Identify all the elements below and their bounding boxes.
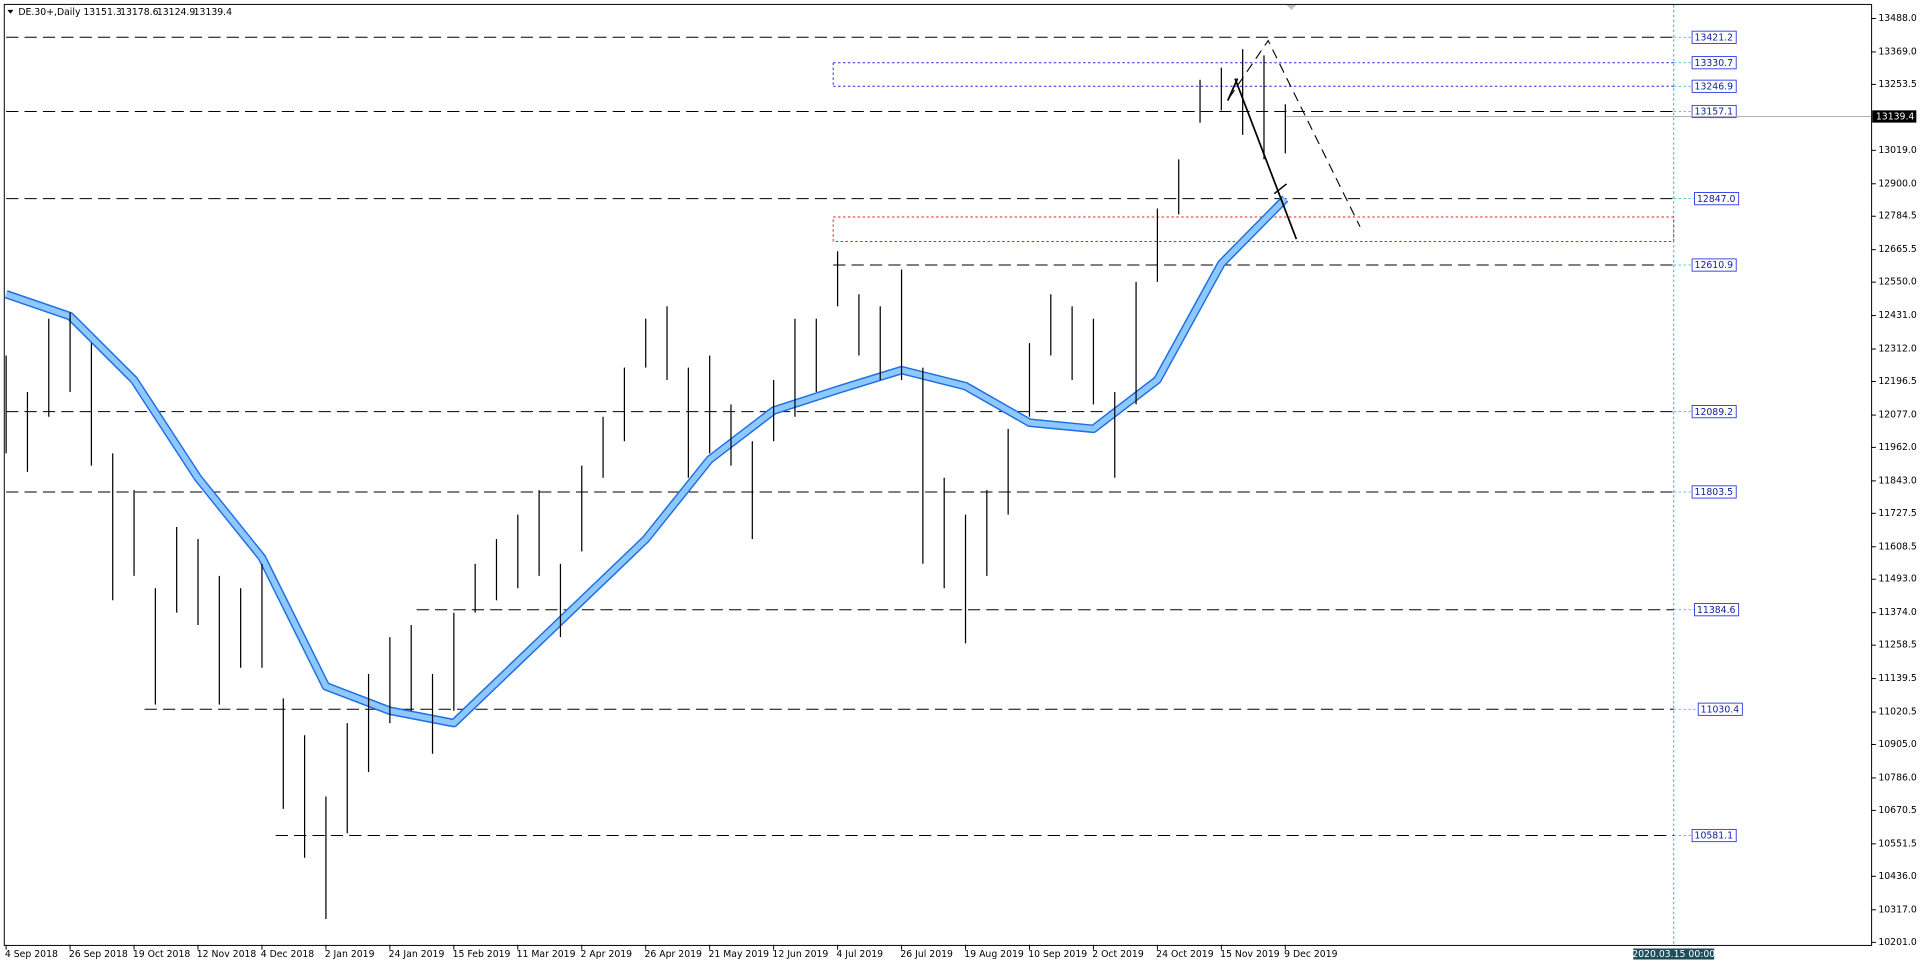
x-tick-label: 24 Jan 2019 xyxy=(389,949,445,960)
ohlc-value: 13178.6 xyxy=(120,7,159,18)
level-label: 13157.1 xyxy=(1695,107,1734,118)
y-tick-label: 12550.0 xyxy=(1878,277,1917,288)
x-tick-label: 19 Aug 2019 xyxy=(964,949,1024,960)
ohlc-value: 13124.9 xyxy=(157,7,196,18)
y-tick-label: 12312.0 xyxy=(1878,344,1917,355)
y-tick-label: 10551.5 xyxy=(1878,838,1917,849)
current-price-label: 13139.4 xyxy=(1876,112,1915,123)
y-tick-label: 12900.0 xyxy=(1878,178,1917,189)
level-label-box xyxy=(1691,828,1737,843)
ma-line xyxy=(5,196,1288,726)
x-tick-label: 2 Jan 2019 xyxy=(325,949,375,960)
x-tick-label: 21 May 2019 xyxy=(708,949,769,960)
y-tick-label: 11020.5 xyxy=(1878,707,1917,718)
level-label: 12847.0 xyxy=(1697,194,1736,205)
y-tick-label: 12431.0 xyxy=(1878,310,1917,321)
level-label: 10581.1 xyxy=(1695,831,1734,842)
x-tick-label: 9 Dec 2019 xyxy=(1284,949,1338,960)
y-tick-label: 11493.0 xyxy=(1878,574,1917,585)
x-tick-label: 12 Nov 2018 xyxy=(197,949,257,960)
y-tick-label: 12196.5 xyxy=(1878,376,1917,387)
y-tick-label: 11727.5 xyxy=(1878,508,1917,519)
shift-marker xyxy=(1286,5,1297,10)
x-tick-label: 11 Mar 2019 xyxy=(517,949,576,960)
trend-line xyxy=(1273,183,1287,195)
x-tick-label: 4 Jul 2019 xyxy=(836,949,883,960)
y-tick-label: 10201.0 xyxy=(1878,937,1917,948)
x-tick-label: 26 Sep 2018 xyxy=(69,949,128,960)
future-time-label: 2020.03.15 00:00 xyxy=(1632,949,1715,960)
ohlc-value: 13151.3 xyxy=(83,7,122,18)
x-tick-label: 4 Sep 2018 xyxy=(5,949,58,960)
y-tick-label: 12665.5 xyxy=(1878,244,1917,255)
level-label-box xyxy=(1691,258,1737,272)
x-tick-label: 15 Feb 2019 xyxy=(453,949,511,960)
x-tick-label: 15 Nov 2019 xyxy=(1220,949,1280,960)
menu-arrow[interactable] xyxy=(7,9,14,14)
level-label: 11803.5 xyxy=(1695,487,1734,498)
level-label-box xyxy=(1691,104,1737,119)
y-tick-label: 11843.0 xyxy=(1878,475,1917,486)
zone-rectangle xyxy=(832,216,1675,242)
level-label-box xyxy=(1697,702,1743,716)
current-price-box xyxy=(1872,110,1917,123)
y-tick-label: 10670.5 xyxy=(1878,805,1917,816)
axes: 13488.0 13369.0 13253.5 13019.0 12900.0 12784… xyxy=(5,13,1917,960)
level-label-box xyxy=(1691,56,1737,70)
y-tick-label: 13488.0 xyxy=(1878,13,1917,24)
symbol: DE.30+,Daily xyxy=(18,7,81,18)
trend-line-dashed xyxy=(1228,39,1361,228)
level-label-box xyxy=(1691,405,1737,419)
x-tick-label: 19 Oct 2018 xyxy=(133,949,191,960)
y-tick-label: 11374.0 xyxy=(1878,607,1917,618)
level-label-box xyxy=(1691,79,1737,93)
x-tick-label: 26 Apr 2019 xyxy=(644,949,702,960)
y-tick-label: 10905.0 xyxy=(1878,739,1917,750)
y-tick-label: 11962.0 xyxy=(1878,442,1917,453)
x-tick-label: 24 Oct 2019 xyxy=(1156,949,1214,960)
price-bars xyxy=(5,49,1286,920)
ohlc-value: 13139.4 xyxy=(194,7,233,18)
level-label: 13330.7 xyxy=(1695,58,1734,69)
y-tick-label: 12784.5 xyxy=(1878,211,1917,222)
level-label-box xyxy=(1694,192,1740,206)
x-tick-label: 12 Jun 2019 xyxy=(772,949,828,960)
level-label-box xyxy=(1691,485,1737,499)
levels: 13421.2 13330.7 13246.9 13157.1 12847.0 12610… xyxy=(6,30,1743,843)
y-tick-label: 12077.0 xyxy=(1878,410,1917,421)
x-tick-label: 2 Apr 2019 xyxy=(581,949,633,960)
level-label: 11030.4 xyxy=(1701,704,1740,715)
moving-average xyxy=(4,195,1289,728)
y-tick-label: 13253.5 xyxy=(1878,79,1917,90)
level-label: 12610.9 xyxy=(1695,260,1734,271)
x-tick-label: 10 Sep 2019 xyxy=(1028,949,1087,960)
level-label: 13421.2 xyxy=(1695,32,1733,43)
x-tick-label: 4 Dec 2018 xyxy=(261,949,315,960)
level-label: 11384.6 xyxy=(1697,605,1736,616)
future-time-box xyxy=(1633,948,1715,960)
y-tick-label: 10436.0 xyxy=(1878,871,1917,882)
level-label: 12089.2 xyxy=(1695,407,1733,418)
y-tick-label: 10786.0 xyxy=(1878,772,1917,783)
y-tick-label: 11139.5 xyxy=(1878,673,1917,684)
trend-line xyxy=(1226,78,1239,101)
y-tick-label: 13369.0 xyxy=(1878,46,1917,57)
x-tick-label: 2 Oct 2019 xyxy=(1092,949,1144,960)
plot-frame xyxy=(3,3,1873,946)
level-label: 13246.9 xyxy=(1695,81,1734,92)
level-label-box xyxy=(1691,30,1737,44)
y-tick-label: 11608.5 xyxy=(1878,541,1917,552)
y-tick-label: 10317.0 xyxy=(1878,904,1917,915)
y-tick-label: 11258.5 xyxy=(1878,640,1917,651)
level-label-box xyxy=(1694,603,1740,617)
x-tick-label: 26 Jul 2019 xyxy=(900,949,953,960)
y-tick-label: 13019.0 xyxy=(1878,145,1917,156)
trend-line xyxy=(1234,78,1298,240)
